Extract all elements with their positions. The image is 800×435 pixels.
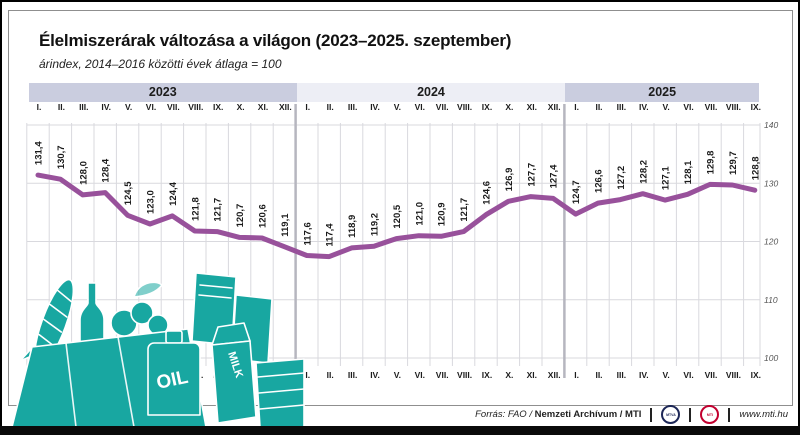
footer: Forrás: FAO / Nemzeti Archívum / MTI MTV…	[475, 405, 788, 424]
month-label: II.	[595, 370, 603, 380]
month-label: VIII.	[457, 102, 473, 112]
month-label: V.	[662, 370, 670, 380]
month-label: X.	[505, 370, 514, 380]
month-label: V.	[393, 370, 402, 380]
milk-carton-icon: MILK	[211, 322, 257, 424]
month-label: IV.	[638, 370, 649, 380]
website-link[interactable]: www.mti.hu	[739, 409, 788, 420]
month-label: X.	[505, 102, 514, 112]
year-band-2024: 2024	[296, 83, 566, 102]
month-label: V.	[393, 102, 402, 112]
footer-divider	[728, 407, 731, 422]
source-prefix: Forrás: FAO /	[475, 409, 532, 420]
month-label: V.	[662, 102, 670, 112]
frame-edge-left	[0, 0, 2, 435]
month-label: II.	[326, 102, 334, 112]
month-label: III.	[616, 370, 627, 380]
footer-divider	[650, 407, 653, 422]
month-label: IX.	[212, 102, 224, 112]
month-label: IX.	[481, 102, 493, 112]
year-band-2025: 2025	[565, 83, 759, 102]
mti-logo-icon: MTI	[700, 405, 720, 424]
month-label: VI.	[683, 370, 694, 380]
month-label: I.	[36, 102, 42, 112]
month-label: VI.	[414, 102, 425, 112]
source-agency: / MTI	[619, 409, 642, 420]
month-label: VIII.	[188, 102, 204, 112]
produce-icon	[110, 281, 169, 337]
month-label: II.	[595, 102, 603, 112]
month-label: VIII.	[725, 102, 741, 112]
month-label: I.	[574, 102, 579, 112]
frame-edge-right	[798, 0, 800, 435]
month-label: XI.	[257, 102, 269, 112]
month-label: IX.	[750, 370, 761, 380]
month-label: IX.	[481, 370, 493, 380]
month-label: III.	[347, 102, 358, 112]
month-label: XII.	[547, 102, 561, 112]
month-label: IX.	[750, 102, 761, 112]
month-label: I.	[574, 370, 579, 380]
month-label: VII.	[704, 102, 718, 112]
month-label: VI.	[145, 102, 157, 112]
month-label: IV.	[370, 102, 380, 112]
crate-icon	[255, 358, 305, 427]
month-label: XII.	[547, 370, 561, 380]
footer-divider	[689, 407, 692, 422]
month-label: XI.	[526, 102, 537, 112]
month-label: III.	[347, 370, 358, 380]
month-label: X.	[236, 102, 245, 112]
month-label: VII.	[704, 370, 718, 380]
month-label: XII.	[279, 102, 292, 112]
month-label: VII.	[167, 102, 180, 112]
month-label: II.	[326, 370, 334, 380]
month-label: VI.	[683, 102, 694, 112]
chart-subtitle: árindex, 2014–2016 közötti évek átlaga =…	[39, 57, 282, 71]
month-label: XI.	[526, 370, 537, 380]
year-band-2023: 2023	[29, 83, 297, 102]
month-label: VIII.	[457, 370, 473, 380]
source-archive: Nemzeti Archívum	[534, 409, 618, 420]
month-label: IV.	[638, 102, 649, 112]
frame-edge-top	[0, 0, 800, 2]
baguette-icon	[33, 278, 75, 368]
source-credit: Forrás: FAO / Nemzeti Archívum / MTI	[475, 409, 641, 420]
month-label: IV.	[370, 370, 380, 380]
month-label: VII.	[435, 102, 449, 112]
bottom-black-bar	[0, 426, 800, 435]
month-label: VII.	[435, 370, 449, 380]
month-label: V.	[124, 102, 133, 112]
month-label: II.	[57, 102, 65, 112]
month-label: III.	[79, 102, 89, 112]
mtva-logo-icon: MTVA	[661, 405, 681, 424]
page-title: Élelmiszerárak változása a világon (2023…	[39, 31, 512, 50]
month-label: VI.	[414, 370, 425, 380]
month-label: III.	[616, 102, 627, 112]
month-label: I.	[305, 102, 311, 112]
oil-bottle-icon: OIL	[147, 330, 201, 416]
month-label: VIII.	[725, 370, 741, 380]
groceries-illustration: OIL MILK	[11, 272, 305, 427]
month-label: IV.	[101, 102, 111, 112]
month-label: I.	[305, 370, 311, 380]
